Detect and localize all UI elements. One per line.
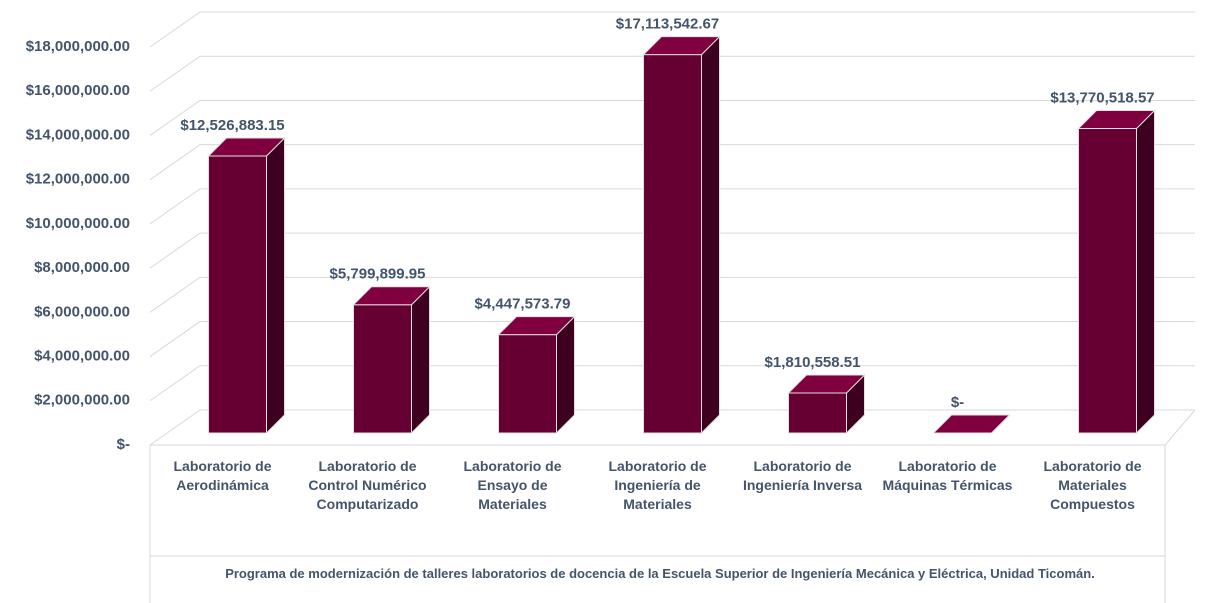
x-tick-label: Laboratorio de Máquinas Térmicas [882, 458, 1013, 493]
x-tick-label: Laboratorio de Ingeniería Inversa [742, 458, 863, 493]
grid-line [149, 11, 1195, 48]
y-tick-label: $8,000,000.00 [34, 259, 130, 276]
value-label: $1,810,558.51 [765, 354, 861, 371]
x-tick-label: Laboratorio de Ingeniería de Materiales [608, 458, 707, 512]
bar [207, 136, 286, 435]
bar [497, 315, 576, 435]
value-label: $13,770,518.57 [1050, 89, 1154, 106]
grid-line [149, 321, 1195, 357]
bar-top [642, 36, 721, 56]
grid-line [149, 188, 1195, 225]
bar-top [207, 137, 286, 157]
y-tick-label: $10,000,000.00 [26, 215, 130, 232]
y-tick-label: $14,000,000.00 [26, 126, 130, 143]
x-axis-label: Programa de modernización de talleres la… [225, 566, 1095, 581]
y-tick-label: $16,000,000.00 [26, 82, 130, 99]
bar-top [497, 316, 576, 336]
bar-side [1136, 109, 1155, 435]
bar [932, 414, 1011, 434]
grid-line [149, 276, 1195, 313]
y-tick-label: $12,000,000.00 [26, 171, 130, 188]
x-tick-label: Laboratorio de Ensayo de Materiales [463, 458, 562, 512]
bar-side [266, 136, 285, 435]
y-tick-label: $2,000,000.00 [34, 392, 130, 409]
bar-front [353, 304, 412, 434]
y-tick-label: $6,000,000.00 [34, 303, 130, 320]
x-tick-label: Laboratorio de Materiales Compuestos [1043, 458, 1142, 512]
bar [787, 373, 866, 435]
grid-line [149, 232, 1195, 269]
x-tick-label: Laboratorio de Control Numérico Computar… [308, 458, 427, 512]
bar-top [787, 374, 866, 394]
bar-side [411, 285, 430, 435]
bar-top [1077, 110, 1156, 130]
bar [642, 35, 721, 435]
value-label: $- [951, 394, 964, 411]
floor-edge [150, 409, 1196, 446]
x-tick-label: Laboratorio de Aerodinámica [173, 458, 272, 493]
bar [352, 285, 431, 435]
bar-top [932, 414, 1011, 434]
bar [1077, 109, 1156, 435]
value-label: $5,799,899.95 [330, 266, 426, 283]
bar-side [701, 35, 720, 435]
bar-front [208, 155, 267, 434]
y-tick-label: $- [117, 436, 130, 453]
bar-side [556, 315, 575, 435]
grid-line [149, 365, 1195, 402]
bar-front [643, 54, 702, 434]
grid-line [149, 144, 1195, 181]
bar-top [352, 286, 431, 306]
grid-line [149, 99, 1195, 136]
value-label: $12,526,883.15 [180, 117, 284, 134]
bar-front [1078, 128, 1137, 434]
bar-front [498, 334, 557, 434]
grid-line [149, 55, 1195, 92]
bar-front [788, 392, 847, 434]
value-label: $4,447,573.79 [475, 296, 571, 313]
y-tick-label: $4,000,000.00 [34, 348, 130, 365]
value-label: $17,113,542.67 [616, 16, 719, 33]
y-tick-label: $18,000,000.00 [26, 38, 130, 55]
